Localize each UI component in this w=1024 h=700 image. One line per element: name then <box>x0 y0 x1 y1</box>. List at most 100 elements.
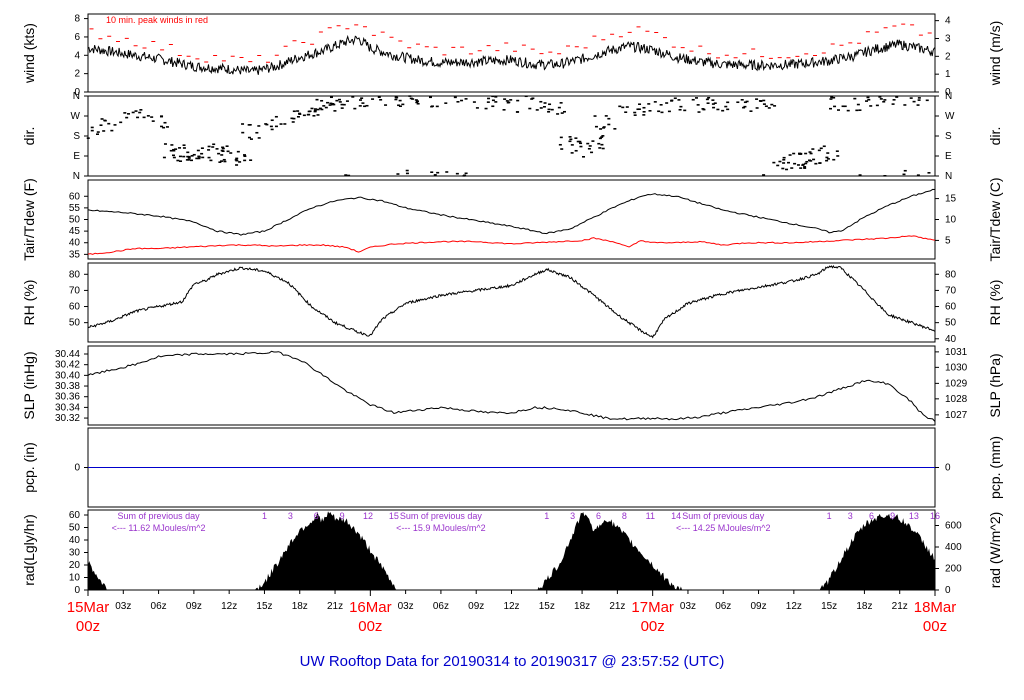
sun-hour-label: 6 <box>869 511 874 521</box>
y-tick-label: 5 <box>945 235 951 246</box>
sun-hour-label: 1 <box>827 511 832 521</box>
x-tick-label: 21z <box>892 601 908 612</box>
day-label-date: 16Mar <box>349 599 392 616</box>
y-tick-label: 40 <box>69 238 81 249</box>
x-tick-label: 03z <box>398 601 414 612</box>
y-tick-label: 2 <box>74 69 80 80</box>
day-label-time: 00z <box>923 618 947 635</box>
y-tick-label: 50 <box>69 215 81 226</box>
sun-hour-label: 6 <box>314 511 319 521</box>
chart-title: UW Rooftop Data for 20190314 to 20190317… <box>300 653 725 670</box>
x-tick-label: 09z <box>468 601 484 612</box>
sun-hour-label: 15 <box>389 511 399 521</box>
x-tick-label: 09z <box>186 601 202 612</box>
y-tick-label: 8 <box>74 14 80 25</box>
series-rad <box>88 511 935 590</box>
y-tick-label: 1030 <box>945 362 968 373</box>
y-tick-label: 1 <box>945 69 951 80</box>
series-RH <box>87 265 936 339</box>
y-tick-label: S <box>73 131 80 142</box>
day-label-date: 17Mar <box>631 599 674 616</box>
x-tick-label: 06z <box>433 601 449 612</box>
y-tick-label: 15 <box>945 194 957 205</box>
y-tick-label: 0 <box>74 463 80 474</box>
sun-hour-label: 16 <box>930 511 940 521</box>
day-label-time: 00z <box>76 618 100 635</box>
y-tick-label: S <box>945 131 952 142</box>
y-tick-label: 0 <box>74 87 80 98</box>
right-axis-label-dir: dir. <box>987 127 1003 146</box>
y-tick-label: 0 <box>74 585 80 596</box>
y-tick-label: 0 <box>945 463 951 474</box>
x-tick-label: 18z <box>574 601 590 612</box>
y-tick-label: 30.36 <box>55 392 80 403</box>
left-axis-label-wind: wind (kts) <box>21 23 37 84</box>
y-tick-label: 1028 <box>945 394 968 405</box>
y-tick-label: 10 <box>945 215 957 226</box>
day-label-date: 15Mar <box>67 599 110 616</box>
y-tick-label: 3 <box>945 33 951 44</box>
x-tick-label: 12z <box>221 601 237 612</box>
x-tick-label: 21z <box>609 601 625 612</box>
y-tick-label: 4 <box>74 50 80 61</box>
x-tick-label: 03z <box>680 601 696 612</box>
x-tick-label: 18z <box>292 601 308 612</box>
y-tick-label: 600 <box>945 521 962 532</box>
y-tick-label: N <box>945 171 952 182</box>
y-tick-label: 55 <box>69 203 81 214</box>
left-axis-label-rh: RH (%) <box>21 280 37 326</box>
series-Tair <box>87 188 936 236</box>
y-tick-label: 10 <box>69 573 81 584</box>
right-axis-label-temp: Tair/Tdew (C) <box>987 177 1003 261</box>
sun-hour-label: 8 <box>622 511 627 521</box>
x-tick-label: 18z <box>856 601 872 612</box>
y-tick-label: 35 <box>69 249 81 260</box>
x-tick-label: 06z <box>715 601 731 612</box>
y-tick-label: 30 <box>69 548 81 559</box>
panel-frame-rh <box>87 262 936 343</box>
sun-hour-label: 3 <box>848 511 853 521</box>
y-tick-label: 30.38 <box>55 381 80 392</box>
radiation-sum-heading: Sum of previous day <box>400 511 483 521</box>
left-axis-label-rad: rad(Lgly/hr) <box>21 514 37 586</box>
y-tick-label: 200 <box>945 564 962 575</box>
x-tick-label: 21z <box>327 601 343 612</box>
y-tick-label: 60 <box>69 191 81 202</box>
x-tick-label: 06z <box>151 601 167 612</box>
left-axis-label-pcp: pcp. (in) <box>21 442 37 493</box>
x-tick-label: 12z <box>503 601 519 612</box>
radiation-sum-value: <--- 11.62 MJoules/m^2 <box>112 523 206 533</box>
y-tick-label: 30.34 <box>55 402 80 413</box>
y-tick-label: 50 <box>69 318 81 329</box>
y-tick-label: 70 <box>69 285 81 296</box>
y-tick-label: 40 <box>69 535 81 546</box>
y-tick-label: 70 <box>945 285 957 296</box>
left-axis-label-slp: SLP (inHg) <box>21 351 37 419</box>
panel-frame-temp <box>87 179 936 260</box>
series-Tdew <box>87 235 936 255</box>
radiation-sum-value: <--- 15.9 MJoules/m^2 <box>396 523 486 533</box>
y-tick-label: 6 <box>74 32 80 43</box>
y-tick-label: N <box>945 91 952 102</box>
panel-frame-rad <box>87 509 936 591</box>
y-tick-label: 1031 <box>945 347 968 358</box>
sun-hour-label: 1 <box>544 511 549 521</box>
series-wind <box>87 34 936 75</box>
y-tick-label: 30.42 <box>55 360 80 371</box>
y-tick-label: 2 <box>945 51 951 62</box>
y-tick-label: 50 <box>69 523 81 534</box>
y-tick-label: 0 <box>945 87 951 98</box>
sun-hour-label: 12 <box>363 511 373 521</box>
day-label-time: 00z <box>358 618 382 635</box>
y-tick-label: 45 <box>69 226 81 237</box>
y-tick-label: 80 <box>945 269 957 280</box>
sun-hour-label: 3 <box>288 511 293 521</box>
x-tick-label: 03z <box>115 601 131 612</box>
x-tick-label: 12z <box>786 601 802 612</box>
day-label-time: 00z <box>641 618 665 635</box>
sun-hour-label: 9 <box>340 511 345 521</box>
left-axis-label-dir: dir. <box>21 127 37 146</box>
y-tick-label: E <box>73 151 80 162</box>
x-tick-label: 15z <box>821 601 837 612</box>
y-tick-label: 60 <box>945 302 957 313</box>
